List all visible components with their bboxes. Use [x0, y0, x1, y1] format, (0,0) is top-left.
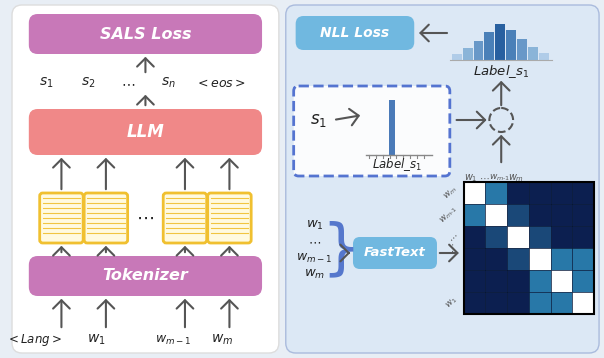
Bar: [529, 226, 551, 248]
Bar: [464, 248, 486, 270]
Text: $\cdots$: $\cdots$: [121, 76, 135, 90]
Text: $\cdots$: $\cdots$: [446, 230, 460, 244]
Text: LLM: LLM: [127, 123, 164, 141]
Text: $w_1$: $w_1$: [87, 333, 105, 347]
Text: $w_1$: $w_1$: [443, 295, 460, 311]
Bar: [529, 182, 551, 204]
Text: SALS Loss: SALS Loss: [100, 26, 191, 42]
Bar: [573, 248, 594, 270]
Text: $w_{m-1}$: $w_{m-1}$: [297, 251, 333, 265]
Bar: [484, 32, 494, 60]
Bar: [486, 270, 507, 292]
FancyBboxPatch shape: [12, 5, 279, 353]
Bar: [573, 204, 594, 226]
FancyBboxPatch shape: [295, 16, 414, 50]
Bar: [551, 292, 573, 314]
Bar: [507, 270, 529, 292]
Text: $s_1$: $s_1$: [39, 76, 54, 90]
Bar: [474, 41, 483, 60]
FancyBboxPatch shape: [163, 193, 207, 243]
Bar: [507, 292, 529, 314]
Text: $w_m$: $w_m$: [508, 172, 524, 184]
FancyBboxPatch shape: [208, 193, 251, 243]
Text: $s_2$: $s_2$: [81, 76, 95, 90]
Text: $w_m$: $w_m$: [442, 184, 460, 202]
Bar: [506, 30, 516, 60]
Text: Tokenizer: Tokenizer: [103, 268, 188, 284]
Bar: [551, 182, 573, 204]
Text: $w_m$: $w_m$: [304, 267, 325, 281]
Text: $s_n$: $s_n$: [161, 76, 176, 90]
Bar: [529, 248, 551, 270]
Bar: [486, 182, 507, 204]
Bar: [573, 292, 594, 314]
Bar: [464, 182, 594, 314]
Bar: [486, 226, 507, 248]
Text: $w_1$: $w_1$: [306, 218, 323, 232]
Text: $< eos >$: $< eos >$: [195, 77, 246, 90]
Bar: [507, 182, 529, 204]
Text: $Label\_s_1$: $Label\_s_1$: [372, 156, 423, 174]
Bar: [486, 292, 507, 314]
FancyBboxPatch shape: [40, 193, 83, 243]
Bar: [507, 226, 529, 248]
Text: $\cdots$: $\cdots$: [479, 173, 490, 183]
Text: $< Lang >$: $< Lang >$: [6, 332, 62, 348]
FancyBboxPatch shape: [353, 237, 437, 269]
Text: $s_1$: $s_1$: [310, 111, 327, 129]
Text: NLL Loss: NLL Loss: [320, 26, 390, 40]
Bar: [529, 204, 551, 226]
Bar: [464, 182, 486, 204]
Bar: [551, 226, 573, 248]
Text: FastText: FastText: [364, 247, 425, 260]
FancyBboxPatch shape: [294, 86, 450, 176]
FancyBboxPatch shape: [29, 256, 262, 296]
Bar: [495, 24, 505, 60]
Bar: [486, 248, 507, 270]
Bar: [539, 53, 548, 60]
FancyBboxPatch shape: [84, 193, 127, 243]
Bar: [486, 204, 507, 226]
Bar: [464, 292, 486, 314]
Text: $w_m$: $w_m$: [211, 333, 234, 347]
Text: $\cdots$: $\cdots$: [308, 236, 321, 248]
Bar: [551, 270, 573, 292]
Text: $Label\_s_1$: $Label\_s_1$: [473, 63, 529, 81]
Bar: [551, 204, 573, 226]
Bar: [464, 204, 486, 226]
Bar: [551, 248, 573, 270]
Bar: [573, 270, 594, 292]
Bar: [573, 182, 594, 204]
FancyBboxPatch shape: [29, 14, 262, 54]
FancyBboxPatch shape: [29, 109, 262, 155]
FancyBboxPatch shape: [286, 5, 599, 353]
Bar: [528, 47, 538, 60]
Bar: [517, 39, 527, 60]
Bar: [464, 270, 486, 292]
Text: $w_{m\text{-}1}$: $w_{m\text{-}1}$: [489, 173, 510, 183]
Bar: [507, 248, 529, 270]
Bar: [573, 226, 594, 248]
Text: $\}$: $\}$: [321, 220, 355, 280]
Bar: [507, 204, 529, 226]
Text: $w_{m-1}$: $w_{m-1}$: [155, 333, 191, 347]
Text: $\cdots$: $\cdots$: [137, 209, 155, 227]
Text: $\cdots$: $\cdots$: [448, 243, 458, 253]
Bar: [388, 100, 396, 155]
Bar: [464, 226, 486, 248]
Bar: [463, 48, 472, 60]
Text: $w_1$: $w_1$: [464, 172, 477, 184]
Text: $w_{m\text{-}1}$: $w_{m\text{-}1}$: [437, 204, 460, 226]
Bar: [529, 292, 551, 314]
Bar: [529, 270, 551, 292]
Bar: [452, 54, 461, 60]
